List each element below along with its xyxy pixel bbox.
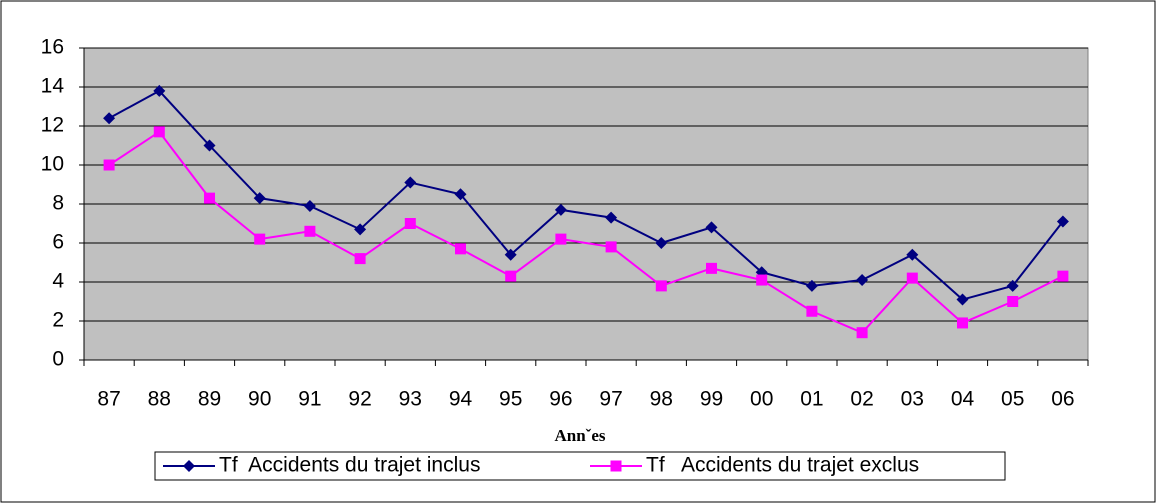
y-tick-label: 8 (52, 192, 64, 215)
point (1007, 296, 1019, 307)
x-tick-label: 02 (850, 388, 873, 411)
point (906, 248, 919, 261)
x-tick-label: 96 (549, 388, 572, 411)
series-line (108, 89, 1064, 301)
point (756, 274, 768, 286)
x-tick-label: 87 (97, 388, 120, 411)
x-tick-label: 03 (901, 388, 924, 411)
x-tick-label: 05 (1001, 388, 1024, 411)
point (103, 112, 116, 125)
point (555, 233, 567, 245)
x-tick-label: 93 (399, 388, 422, 411)
y-tick-label: 0 (52, 348, 64, 371)
x-tick-label: 99 (700, 388, 723, 411)
point (605, 211, 618, 224)
x-tick-label: 94 (449, 388, 473, 411)
y-tick-label: 12 (41, 114, 64, 137)
point (1057, 270, 1069, 282)
point (303, 199, 316, 212)
point (554, 203, 567, 216)
point (856, 274, 869, 287)
point (705, 221, 718, 234)
x-tick-label: 01 (800, 388, 823, 411)
point (253, 192, 266, 205)
point (906, 272, 918, 284)
x-tick-label: 98 (650, 388, 673, 411)
point (1006, 279, 1019, 292)
legend-marker (610, 460, 622, 472)
point (856, 327, 868, 339)
point (304, 225, 316, 237)
series-line (108, 130, 1064, 334)
point (454, 188, 467, 201)
point (655, 237, 668, 249)
point (204, 192, 215, 204)
y-tick-label: 14 (41, 75, 65, 98)
x-tick-label: 06 (1051, 388, 1074, 411)
point (103, 159, 115, 171)
x-axis-label: Annˇes (554, 426, 605, 445)
x-tick-label: 89 (198, 388, 221, 411)
legend-label: Tf Accidents du trajet exclus (646, 454, 919, 477)
legend-box (154, 451, 1006, 481)
legend-label: Tf Accidents du trajet inclus (219, 454, 480, 477)
x-tick-label: 97 (599, 388, 622, 411)
x-tick-label: 04 (951, 388, 975, 411)
point (153, 84, 166, 97)
point (455, 243, 466, 255)
point (805, 279, 818, 292)
point (404, 218, 416, 229)
x-tick-label: 95 (499, 388, 522, 411)
point (1056, 215, 1069, 228)
point (505, 270, 517, 282)
x-tick-label: 92 (348, 388, 371, 411)
x-tick-label: 00 (750, 388, 773, 411)
y-tick-label: 16 (41, 36, 64, 59)
x-tick-label: 90 (248, 388, 271, 411)
legend-marker (183, 460, 195, 472)
point (957, 317, 968, 329)
point (354, 253, 366, 265)
point (706, 262, 717, 274)
point (605, 241, 617, 253)
y-tick-label: 4 (52, 270, 64, 293)
point (956, 293, 969, 306)
x-tick-label: 91 (298, 388, 321, 411)
point (203, 139, 216, 152)
y-tick-label: 6 (52, 231, 64, 254)
x-tick-label: 88 (148, 388, 171, 411)
point (254, 233, 266, 245)
point (655, 280, 667, 292)
point (806, 305, 818, 317)
y-tick-label: 2 (52, 309, 64, 332)
point (404, 176, 417, 189)
point (354, 223, 367, 236)
y-tick-label: 10 (41, 153, 64, 176)
point (504, 248, 517, 261)
point (153, 126, 165, 138)
